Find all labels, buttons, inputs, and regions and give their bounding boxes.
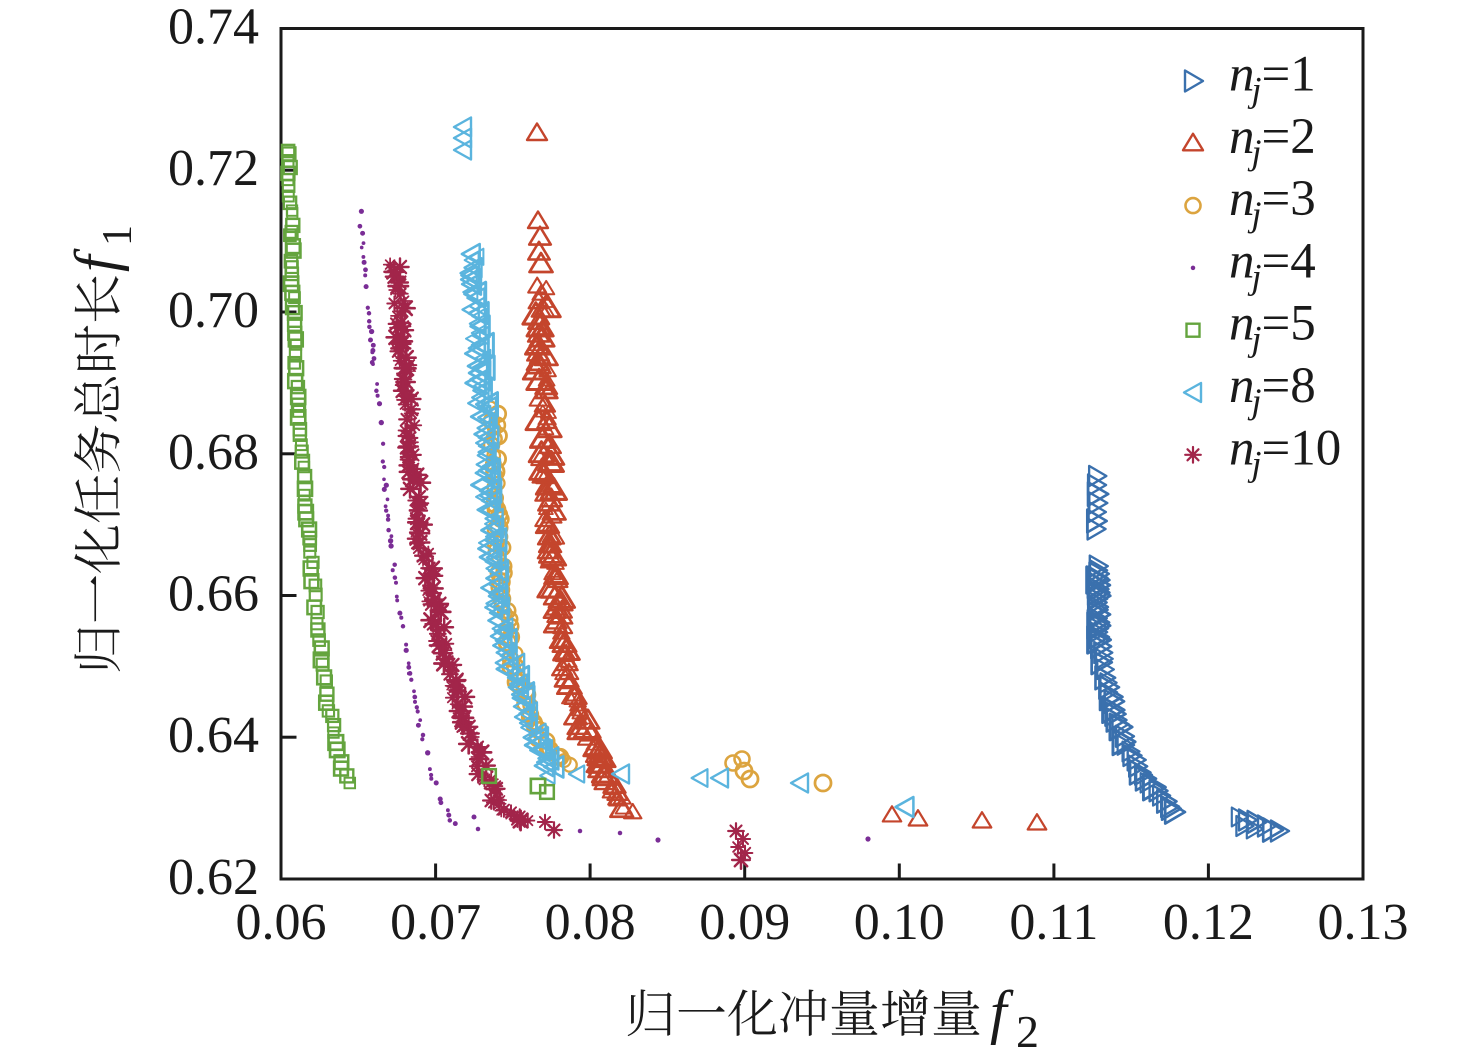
svg-text:0.64: 0.64: [168, 707, 259, 764]
svg-text:0.08: 0.08: [545, 894, 636, 951]
svg-text:0.06: 0.06: [236, 894, 327, 951]
svg-text:0.13: 0.13: [1318, 894, 1409, 951]
svg-text:nj=1: nj=1: [1229, 47, 1316, 110]
svg-text:0.68: 0.68: [168, 424, 259, 481]
svg-text:nj=3: nj=3: [1229, 171, 1316, 234]
svg-text:2: 2: [1016, 1006, 1039, 1057]
svg-text:1: 1: [95, 225, 141, 246]
svg-text:nj=4: nj=4: [1229, 233, 1316, 296]
svg-text:0.09: 0.09: [699, 894, 790, 951]
svg-text:0.10: 0.10: [854, 894, 945, 951]
svg-text:nj=8: nj=8: [1229, 358, 1316, 421]
svg-text:0.66: 0.66: [168, 566, 259, 623]
svg-text:0.07: 0.07: [390, 894, 481, 951]
svg-text:0.70: 0.70: [168, 282, 259, 339]
svg-text:0.12: 0.12: [1163, 894, 1254, 951]
svg-text:nj=5: nj=5: [1229, 296, 1316, 359]
svg-text:nj=10: nj=10: [1229, 420, 1341, 483]
svg-text:0.72: 0.72: [168, 140, 259, 197]
svg-text:nj=2: nj=2: [1229, 109, 1316, 172]
svg-text:0.11: 0.11: [1009, 894, 1098, 951]
svg-text:0.62: 0.62: [168, 849, 259, 906]
svg-text:0.74: 0.74: [168, 0, 259, 56]
